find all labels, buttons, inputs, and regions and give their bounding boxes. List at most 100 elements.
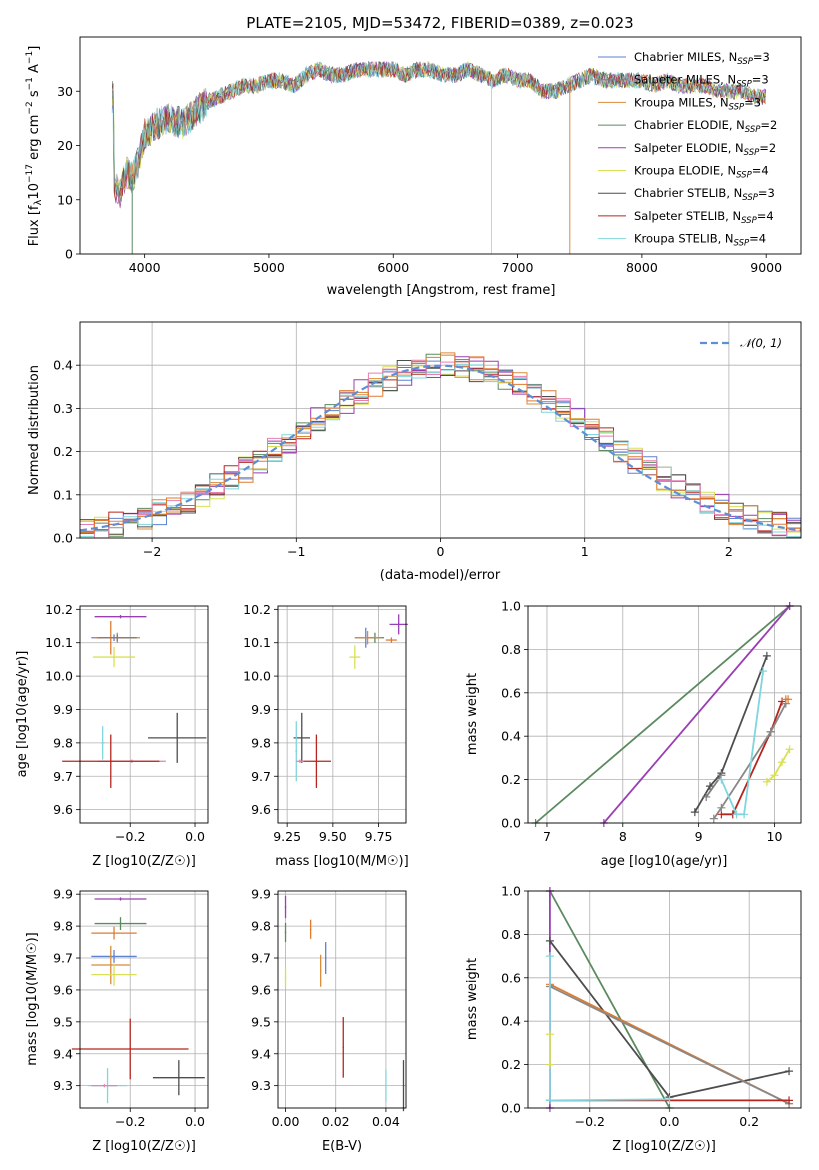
y-tick-label: 10.1 [243, 635, 271, 650]
mass-weight-line [535, 605, 791, 824]
x-tick-label: 2 [725, 544, 733, 559]
y-tick-label: 0.2 [501, 1057, 521, 1072]
normal-curve [79, 364, 802, 532]
spectrum-panel: PLATE=2105, MJD=53472, FIBERID=0389, z=0… [25, 14, 802, 298]
line-marker [702, 792, 711, 801]
data-point [103, 1084, 106, 1087]
mass-weight-line [766, 748, 791, 783]
spectrum-xlabel: wavelength [Angstrom, rest frame] [327, 283, 556, 298]
line-marker [545, 936, 554, 945]
x-tick-label: −0.2 [115, 1114, 145, 1129]
axes-frame [79, 890, 209, 1109]
legend-count: =3 [744, 95, 761, 109]
y-tick-label: 10.2 [45, 602, 73, 617]
y-axis-label: mass weight [465, 673, 480, 755]
histogram-series [80, 357, 801, 539]
y-tick-label: 9.7 [251, 769, 271, 784]
mass-weight-line [549, 985, 790, 1105]
legend-subscript: SSP [736, 171, 752, 181]
data-point [129, 1048, 132, 1050]
data-point [319, 969, 322, 972]
y-tick-label: 9.3 [53, 1078, 73, 1093]
data-point [284, 906, 287, 908]
y-tick-label: 0.4 [501, 1014, 521, 1029]
data-point [101, 742, 104, 744]
data-point [119, 898, 122, 900]
y-tick-label: 9.8 [53, 919, 73, 934]
y-tick-label: 0.2 [53, 444, 73, 459]
x-axis-label: E(B-V) [322, 1139, 362, 1154]
legend-count: =2 [759, 141, 776, 155]
line-marker [545, 1096, 554, 1105]
data-point [284, 976, 287, 978]
line-marker [665, 1095, 674, 1104]
legend-count: =4 [752, 164, 769, 178]
data-point [342, 1046, 345, 1049]
data-point [295, 750, 298, 753]
x-tick-label: 9000 [750, 260, 782, 275]
x-tick-label: 9.75 [365, 829, 393, 844]
y-tick-label: 0.0 [53, 531, 73, 546]
legend-count: =3 [758, 186, 775, 200]
legend-subscript: SSP [737, 57, 753, 67]
legend-subscript: SSP [734, 239, 750, 249]
y-tick-label: 0.0 [501, 816, 521, 831]
histogram-xlabel: (data-model)/error [380, 568, 501, 583]
data-point [109, 760, 112, 763]
y-tick-label: 9.8 [251, 735, 271, 750]
line-marker [762, 651, 771, 660]
x-tick-label: 6000 [377, 260, 409, 275]
x-tick-label: −0.2 [575, 1114, 605, 1129]
x-tick-label: 9.50 [319, 829, 347, 844]
data-point [178, 1076, 180, 1079]
data-point [116, 636, 119, 639]
axes-frame [79, 605, 209, 824]
line-marker [717, 775, 726, 784]
legend-subscript: SSP [744, 148, 760, 158]
spectrum-line [112, 61, 766, 198]
y-tick-label: 0.4 [501, 729, 521, 744]
spectrum-line [112, 60, 766, 208]
data-point [385, 1084, 387, 1087]
y-axis-label: mass [log10(M/M☉)] [25, 932, 40, 1065]
y-tick-label: 0.3 [53, 401, 73, 416]
y-tick-label: 0.4 [53, 358, 73, 373]
legend-subscript: SSP [742, 193, 758, 203]
x-tick-label: 9 [695, 829, 703, 844]
legend-subscript: SSP [741, 216, 757, 226]
y-tick-label: 9.9 [251, 702, 271, 717]
legend-entry: Salpeter MILES, NSSP=3 [634, 73, 769, 90]
x-tick-label: 0.04 [372, 1114, 400, 1129]
x-axis-label: mass [log10(M/M☉)] [275, 854, 408, 869]
x-tick-label: 7 [543, 829, 551, 844]
x-tick-label: 0.2 [739, 1114, 759, 1129]
y-tick-label: 0 [65, 247, 73, 262]
line-marker [706, 782, 714, 791]
axes-frame [79, 321, 802, 539]
y-tick-label: 10.1 [45, 635, 73, 650]
y-tick-label: 10.0 [45, 669, 73, 684]
mass-weight-vs-age-panel: 7 8 9 10 0.0 0.2 0.4 0.6 0.8 1.0 age [log10(age/yr… [465, 599, 802, 869]
legend-entry: Chabrier MILES, NSSP=3 [634, 50, 770, 67]
legend-entry: Chabrier STELIB, NSSP=3 [634, 186, 775, 203]
line-marker [740, 810, 749, 819]
y-tick-label: 0.2 [501, 772, 521, 787]
mass-weight-line [721, 701, 783, 816]
legend-count: =2 [760, 118, 777, 132]
x-tick-label: 9.25 [273, 829, 301, 844]
y-tick-label: 1.0 [501, 599, 521, 614]
y-tick-label: 10 [57, 192, 73, 207]
y-tick-label: 0.8 [501, 642, 521, 657]
y-tick-label: 9.5 [53, 1014, 73, 1029]
y-tick-label: 0.6 [501, 970, 521, 985]
line-marker [545, 952, 554, 961]
x-tick-label: 7000 [502, 260, 534, 275]
x-tick-label: 0.0 [185, 829, 205, 844]
axes-frame [527, 605, 802, 824]
line-marker [545, 1060, 554, 1069]
legend-count: =3 [752, 73, 769, 87]
residual-histogram-panel: −2 −1 0 1 2 0.0 0.1 0.2 0.3 0.4 (data-model)/erro… [27, 321, 802, 583]
x-axis-label: Z [log10(Z/Z☉)] [612, 1139, 716, 1154]
x-tick-label: 0 [437, 544, 445, 559]
